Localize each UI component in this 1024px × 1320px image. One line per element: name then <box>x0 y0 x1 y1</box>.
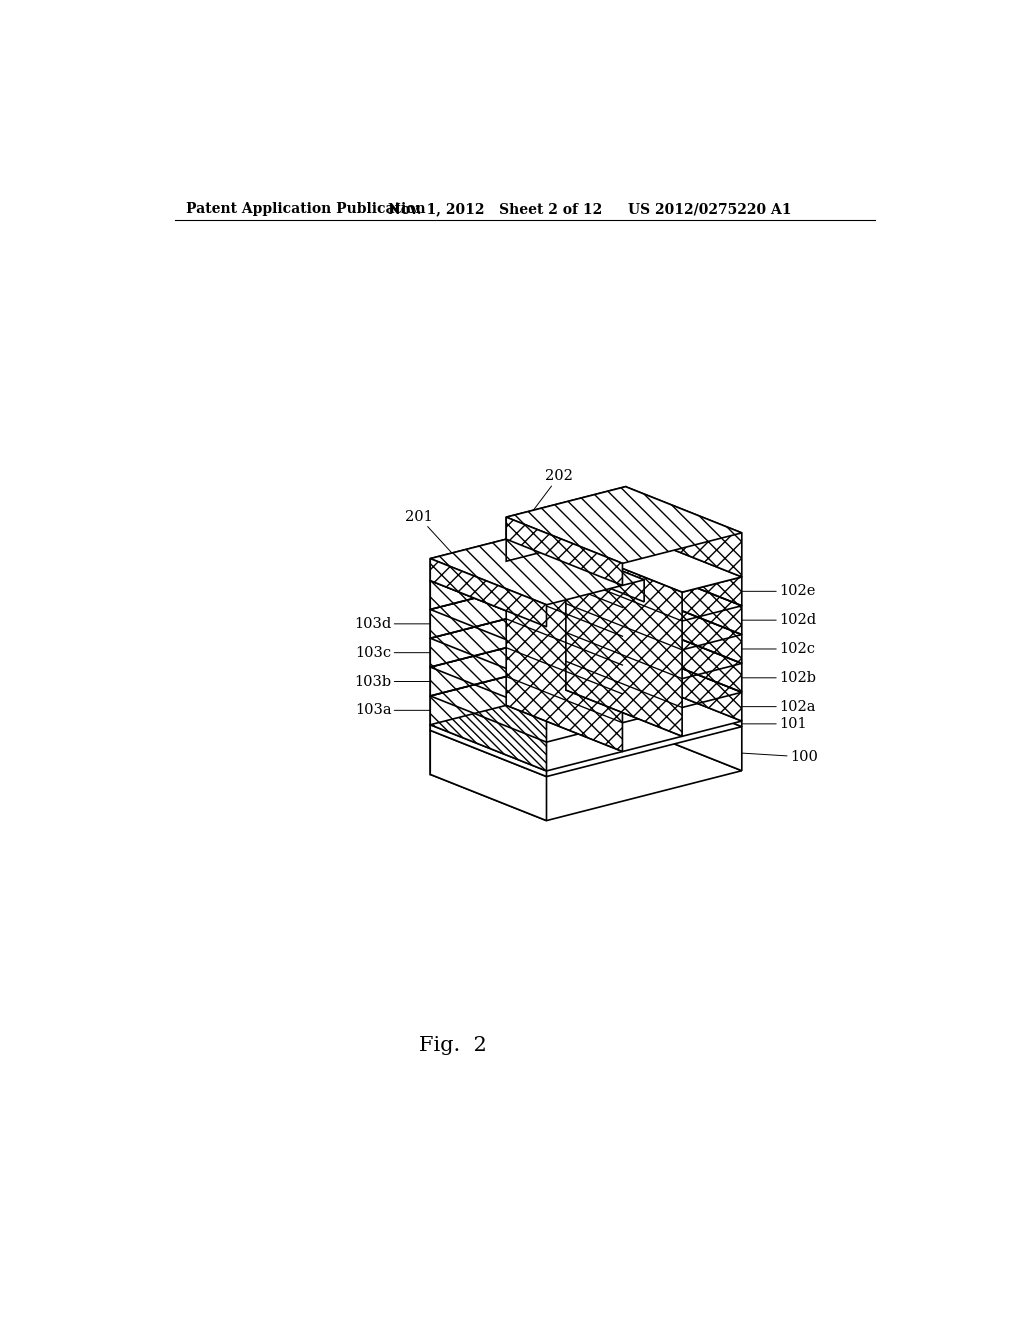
Text: 103a: 103a <box>355 704 430 717</box>
Polygon shape <box>506 487 741 564</box>
Polygon shape <box>430 725 741 821</box>
Polygon shape <box>430 533 528 581</box>
Text: 103b: 103b <box>354 675 430 689</box>
Text: 201: 201 <box>404 510 452 553</box>
Polygon shape <box>626 487 741 577</box>
Polygon shape <box>430 533 644 605</box>
Text: 103d: 103d <box>354 616 430 631</box>
Polygon shape <box>626 675 741 726</box>
Polygon shape <box>430 681 741 776</box>
Polygon shape <box>506 487 626 561</box>
Text: Nov. 1, 2012   Sheet 2 of 12: Nov. 1, 2012 Sheet 2 of 12 <box>388 202 602 216</box>
Polygon shape <box>430 531 741 627</box>
Polygon shape <box>430 589 626 667</box>
Text: US 2012/0275220 A1: US 2012/0275220 A1 <box>628 202 792 216</box>
Text: Fig.  2: Fig. 2 <box>419 1036 486 1055</box>
Polygon shape <box>626 645 741 721</box>
Polygon shape <box>626 560 741 635</box>
Polygon shape <box>626 618 741 692</box>
Polygon shape <box>430 581 547 771</box>
Text: 103c: 103c <box>355 645 430 660</box>
Text: 101: 101 <box>741 717 807 731</box>
Polygon shape <box>430 558 547 627</box>
Text: Patent Application Publication: Patent Application Publication <box>186 202 426 216</box>
Text: 102a: 102a <box>741 700 815 714</box>
Text: 102b: 102b <box>741 671 816 685</box>
Text: 100: 100 <box>741 750 818 764</box>
Polygon shape <box>626 681 741 771</box>
Text: 102e: 102e <box>741 585 815 598</box>
Polygon shape <box>430 675 626 730</box>
Polygon shape <box>430 730 547 821</box>
Polygon shape <box>430 618 626 696</box>
Polygon shape <box>566 546 682 737</box>
Polygon shape <box>506 517 623 585</box>
Polygon shape <box>506 561 623 751</box>
Polygon shape <box>430 681 626 775</box>
Polygon shape <box>528 533 644 602</box>
Polygon shape <box>626 531 741 606</box>
Polygon shape <box>626 589 741 664</box>
Text: 102d: 102d <box>741 614 816 627</box>
Polygon shape <box>430 725 547 776</box>
Polygon shape <box>430 560 626 639</box>
Polygon shape <box>430 675 741 771</box>
Text: 102c: 102c <box>741 642 815 656</box>
Polygon shape <box>430 531 626 610</box>
Polygon shape <box>430 645 626 725</box>
Text: 202: 202 <box>534 470 572 511</box>
